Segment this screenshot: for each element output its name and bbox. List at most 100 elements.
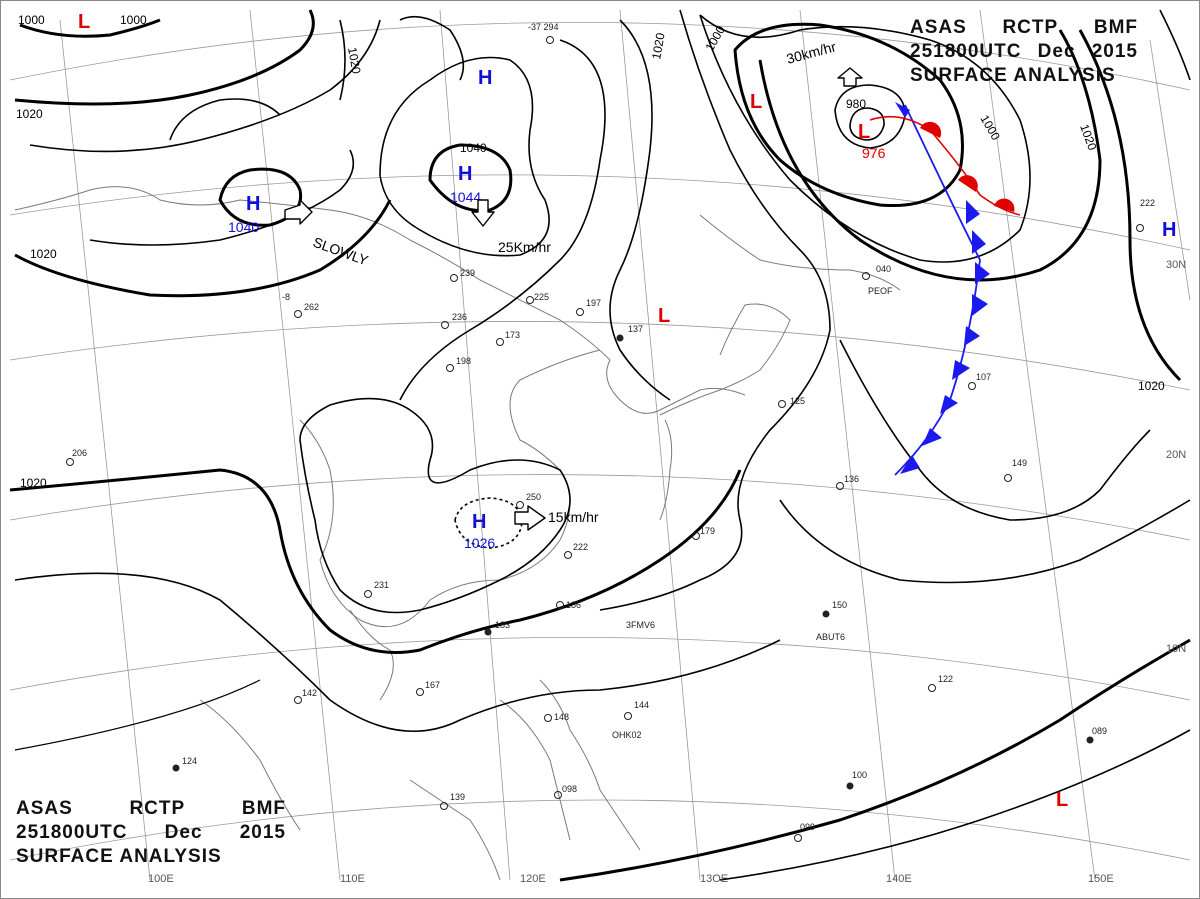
station-plot: 125 [778,396,805,408]
station-value: 142 [302,688,317,698]
station-plot: 222 [564,542,588,559]
high-center-label: H [1162,219,1176,241]
motion-arrow [514,505,546,531]
high-center-value: 1040 [228,219,259,235]
station-id: OHK02 [612,730,642,740]
high-center-label: H [246,193,260,215]
station-value: 099 [800,822,815,832]
isobar-label: 1020 [20,476,47,490]
header-station: RCTP [129,798,186,819]
latitude-label: 20N [1166,449,1186,461]
station-plot: 148 [544,712,569,722]
longitude-label: 150E [1088,873,1114,885]
header-agency: ASAS [16,798,73,819]
station-plot: 239 [450,268,475,282]
header-product: SURFACE ANALYSIS [910,65,1116,86]
station-value: 183 [495,620,510,630]
station-id: 3FMV6 [626,620,655,630]
chart-header-top: ASAS RCTP BMF 251800UTC Dec 2015 SURFACE… [910,16,1138,88]
header-suffix: BMF [241,798,286,819]
isobars [9,9,1191,882]
station-value: 198 [456,356,471,366]
low-center-label: L [658,305,670,327]
station-value: 122 [938,674,953,684]
station-value: 167 [425,680,440,690]
station-value: 125 [790,396,805,406]
motion-arrow [471,199,495,227]
coordinate-labels: 100E 110E 120E 13OE 140E 150E 30N 20N 10… [148,259,1186,885]
station-value: 136 [844,474,859,484]
high-center-label: H [478,67,492,89]
station-plot: 124 [172,756,197,772]
longitude-label: 120E [520,873,546,885]
low-center-label: L [78,11,90,33]
isobar-label: 1000 [702,23,728,53]
station-plot: 107 [968,372,991,390]
station-plot: 231 [364,580,389,598]
coastlines [14,186,901,881]
station-value: 149 [1012,458,1027,468]
pressure-centers: H 1040 SLOWLY H 1044 25Km/hr H H 1026 15… [78,11,1176,811]
station-id: ABUT6 [816,632,845,642]
station-plot: 186 [556,600,581,610]
latitude-label: 30N [1166,259,1186,271]
station-plot: 142 [294,688,317,704]
header-year: 2015 [239,822,286,843]
header-time: 251800UTC [16,822,128,843]
station-plot: 137 [616,324,643,342]
station-value: 250 [526,492,541,502]
station-value: 231 [374,580,389,590]
station-value: 222 [573,542,588,552]
station-plot: 179 [692,526,715,540]
graticule [9,9,1191,881]
longitude-label: 13OE [700,873,728,885]
station-value: 107 [976,372,991,382]
high-center-value: 1044 [450,189,481,205]
isobar-label: 1020 [1138,379,1165,393]
station-plot: 150 [822,600,847,618]
header-station: RCTP [1002,17,1059,38]
chart-header-bottom: ASAS RCTP BMF 251800UTC Dec 2015 SURFACE… [16,797,286,869]
header-suffix: BMF [1093,17,1138,38]
isobar-label: 1000 [977,113,1003,143]
station-id: PEOF [868,286,893,296]
station-plot: 206 [66,448,87,466]
station-value: 150 [832,600,847,610]
station-plot: 236 [441,312,467,329]
header-month: Dec [164,822,203,843]
isobar-label: 980 [846,97,866,111]
longitude-label: 100E [148,873,174,885]
station-plot: 144 [624,700,649,720]
station-value: 225 [534,292,549,302]
station-value: 139 [450,792,465,802]
station-value: 124 [182,756,197,766]
station-plot: 173 [496,330,520,346]
station-plot: 222 [1136,198,1155,232]
header-product: SURFACE ANALYSIS [16,846,222,867]
station-value: 179 [700,526,715,536]
low-center-label: L [750,91,762,113]
station-plots: -37 294 236 173 198 250 222 186 183 167 … [66,22,1155,842]
station-plot: 098 [554,784,577,799]
station-plot: 149 [1004,458,1027,482]
cold-front [894,102,990,476]
isobar-label: 1020 [16,107,43,121]
station-value: 197 [586,298,601,308]
station-value: 206 [72,448,87,458]
station-value: 239 [460,268,475,278]
header-year: 2015 [1091,41,1138,62]
warm-front [869,115,1021,216]
motion-arrow [284,199,313,225]
isobar-labels: 1000 1000 1020 1020 1020 1040 1020 1000 … [16,13,1165,490]
station-plot: 099 [794,822,815,842]
station-value: 186 [566,600,581,610]
station-plot: 100 [846,770,867,790]
station-plot: 139 [440,792,465,810]
station-plot: 225 [526,292,549,304]
station-value: 098 [562,784,577,794]
station-plot: 136 [836,474,859,490]
station-value: 040 [876,264,891,274]
